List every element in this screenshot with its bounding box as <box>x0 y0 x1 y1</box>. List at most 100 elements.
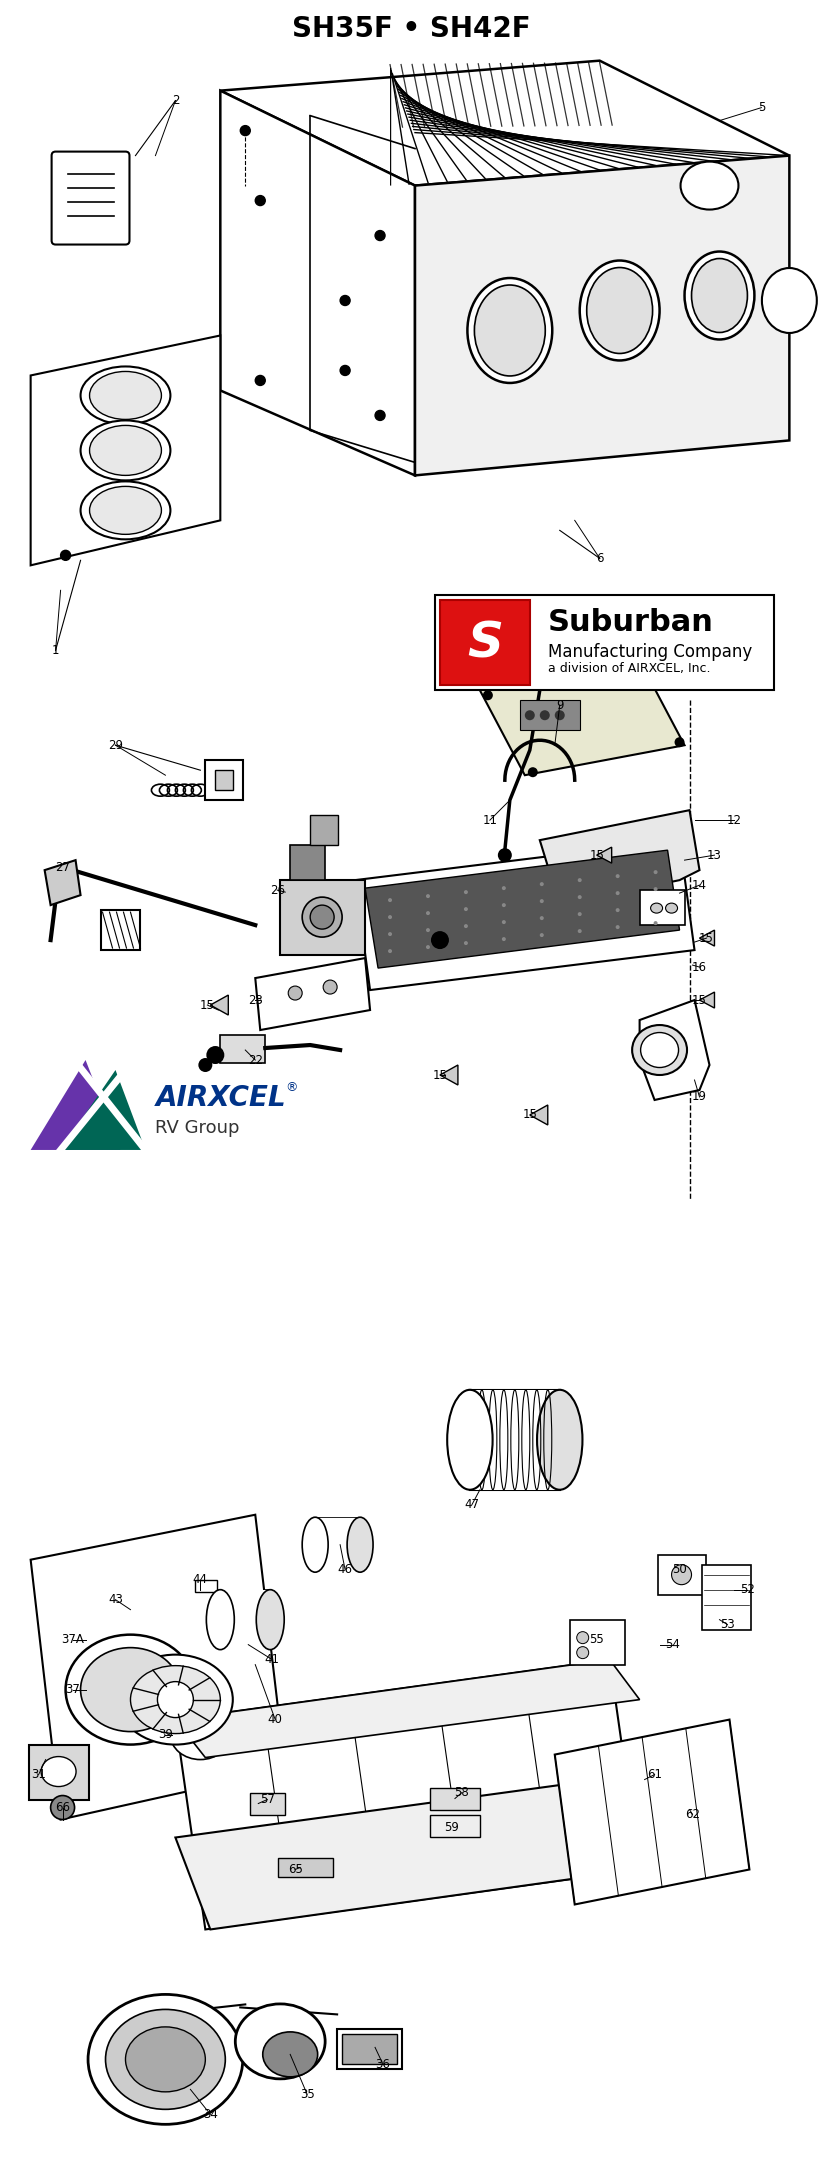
Bar <box>430 1815 480 1836</box>
Ellipse shape <box>256 1590 284 1650</box>
Bar <box>100 911 141 950</box>
Text: Manufacturing Company: Manufacturing Company <box>547 642 752 662</box>
Bar <box>278 1858 333 1877</box>
Ellipse shape <box>447 1391 492 1490</box>
Bar <box>520 701 580 731</box>
Circle shape <box>630 660 640 671</box>
Ellipse shape <box>90 487 161 534</box>
Polygon shape <box>61 1071 145 1151</box>
Circle shape <box>578 878 582 883</box>
Text: 62: 62 <box>685 1808 700 1821</box>
Text: 54: 54 <box>665 1637 680 1650</box>
Circle shape <box>464 941 468 945</box>
Text: 43: 43 <box>108 1594 123 1607</box>
Circle shape <box>555 709 565 720</box>
Text: 2: 2 <box>172 95 179 108</box>
Text: 36: 36 <box>376 2057 390 2070</box>
Text: 57: 57 <box>260 1793 275 1806</box>
Circle shape <box>426 945 430 950</box>
Bar <box>435 595 774 690</box>
Circle shape <box>426 928 430 932</box>
Polygon shape <box>480 660 685 774</box>
Text: 55: 55 <box>589 1633 604 1646</box>
Circle shape <box>256 195 266 205</box>
Text: 40: 40 <box>268 1713 283 1726</box>
Ellipse shape <box>66 1635 196 1746</box>
Ellipse shape <box>302 898 342 937</box>
Circle shape <box>431 930 449 950</box>
Text: 61: 61 <box>647 1767 662 1780</box>
Circle shape <box>653 921 658 926</box>
Ellipse shape <box>81 482 170 539</box>
Circle shape <box>323 980 337 995</box>
Polygon shape <box>555 1720 750 1903</box>
Circle shape <box>616 926 620 930</box>
Ellipse shape <box>206 1590 234 1650</box>
Polygon shape <box>30 335 220 565</box>
Circle shape <box>578 895 582 900</box>
Text: a division of AIRXCEL, Inc.: a division of AIRXCEL, Inc. <box>547 662 710 675</box>
Circle shape <box>198 1058 212 1073</box>
Circle shape <box>577 1631 589 1644</box>
Text: Suburban: Suburban <box>547 608 713 636</box>
Polygon shape <box>175 1778 640 1929</box>
Bar <box>430 1787 480 1810</box>
Bar <box>337 2029 402 2070</box>
Circle shape <box>540 709 550 720</box>
Circle shape <box>240 125 250 136</box>
FancyBboxPatch shape <box>52 151 130 244</box>
Ellipse shape <box>666 904 677 913</box>
Ellipse shape <box>685 251 755 340</box>
Circle shape <box>540 900 544 904</box>
Text: 65: 65 <box>288 1862 302 1875</box>
Text: 1: 1 <box>52 645 59 658</box>
Polygon shape <box>210 995 229 1014</box>
Ellipse shape <box>310 904 334 930</box>
Circle shape <box>672 1564 691 1585</box>
Circle shape <box>206 1047 224 1064</box>
Text: 47: 47 <box>464 1499 479 1512</box>
Bar <box>250 1793 285 1815</box>
Ellipse shape <box>302 1516 328 1573</box>
Circle shape <box>388 898 392 902</box>
Text: 22: 22 <box>247 1053 263 1066</box>
Text: S: S <box>467 619 503 666</box>
Bar <box>215 770 233 789</box>
Ellipse shape <box>347 1516 373 1573</box>
Ellipse shape <box>90 372 161 420</box>
Circle shape <box>540 932 544 937</box>
Ellipse shape <box>650 904 663 913</box>
Text: 46: 46 <box>338 1564 353 1577</box>
Ellipse shape <box>474 286 545 376</box>
Circle shape <box>289 986 302 999</box>
Text: 12: 12 <box>727 813 742 826</box>
Circle shape <box>578 913 582 917</box>
Text: 27: 27 <box>55 861 70 874</box>
Ellipse shape <box>691 260 747 333</box>
Text: 26: 26 <box>270 885 284 898</box>
Bar <box>701 1564 751 1629</box>
Bar <box>440 601 530 686</box>
Circle shape <box>578 930 582 932</box>
Circle shape <box>577 1646 589 1659</box>
Polygon shape <box>640 999 709 1101</box>
Circle shape <box>502 919 506 924</box>
Polygon shape <box>256 958 370 1030</box>
Ellipse shape <box>263 2031 317 2076</box>
Text: 11: 11 <box>483 813 497 826</box>
Ellipse shape <box>105 2009 225 2109</box>
Polygon shape <box>530 1105 547 1125</box>
Text: 58: 58 <box>455 1787 469 1800</box>
Text: ®: ® <box>285 1082 298 1094</box>
Ellipse shape <box>587 268 653 353</box>
Bar <box>315 1518 360 1573</box>
Circle shape <box>653 870 658 874</box>
Circle shape <box>616 891 620 895</box>
Ellipse shape <box>81 420 170 480</box>
Text: 41: 41 <box>265 1653 279 1666</box>
Circle shape <box>61 549 71 560</box>
Text: 15: 15 <box>200 999 215 1012</box>
Circle shape <box>653 904 658 908</box>
Circle shape <box>540 917 544 919</box>
Ellipse shape <box>131 1666 220 1733</box>
